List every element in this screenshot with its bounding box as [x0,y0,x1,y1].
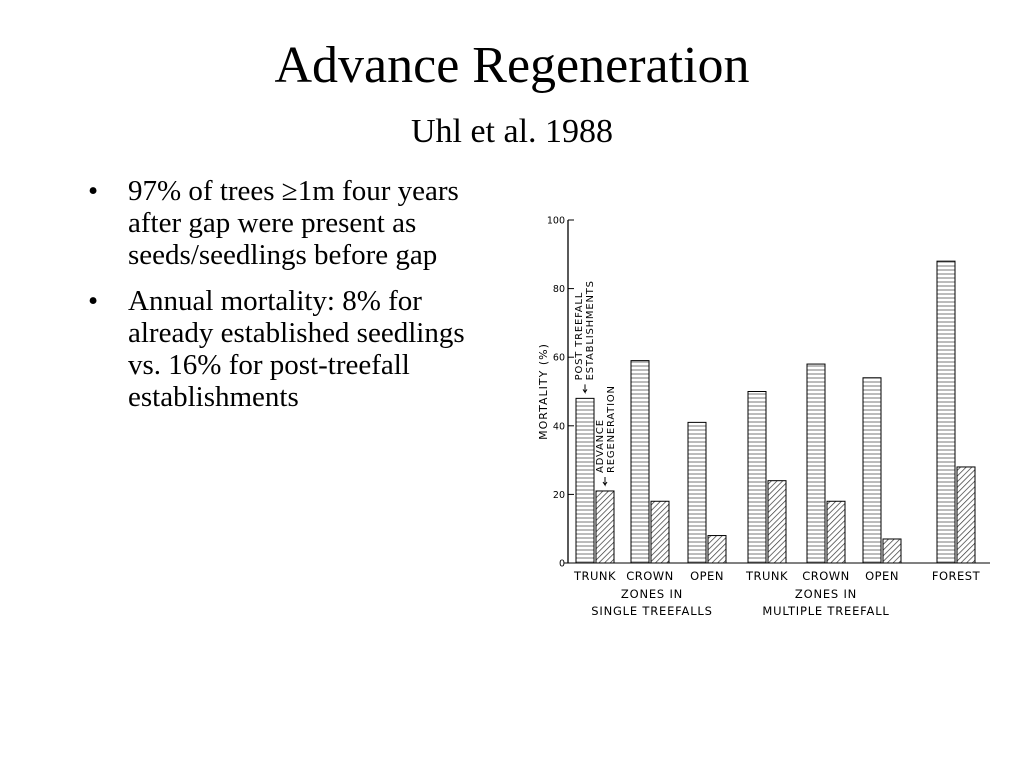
x-tick-label: OPEN [690,569,724,583]
y-tick-label: 20 [553,490,565,501]
bar-post-treefall [630,360,650,564]
bar-post-treefall [747,391,767,564]
bullet-item: • 97% of trees ≥1m four years after gap w… [84,175,504,271]
mortality-bar-chart: 0 20 40 60 80 100 MORTALITY (%) TRUNK CROWN OPEN T… [537,216,990,618]
x-tick-label: CROWN [802,569,850,583]
bar-advance-regeneration [826,500,846,564]
bar-advance-regeneration [650,500,670,564]
x-tick-label: FOREST [932,569,981,583]
bar-advance-regeneration [595,490,615,564]
x-tick-label: TRUNK [573,569,616,583]
bar-advance-regeneration [956,466,976,564]
y-tick-label: 100 [547,216,565,227]
bullet-dot-icon: • [88,175,99,207]
annotation-advance-line1: ADVANCE [595,419,606,473]
arrow-icon [582,384,588,395]
bullet-list: • 97% of trees ≥1m four years after gap w… [84,175,504,427]
x-tick-label: TRUNK [745,569,788,583]
bar-post-treefall [575,397,595,564]
y-tick-label: 80 [553,284,565,295]
bar-advance-regeneration [882,538,902,564]
x-tick-label: CROWN [626,569,674,583]
bar-post-treefall [862,377,882,564]
annotation-post-treefall-line2: ESTABLISHMENTS [585,280,596,380]
slide-title: Advance Regeneration [274,37,750,94]
annotation-post-treefall-line1: POST TREEFALL [574,292,585,380]
bullet-text: Annual mortality: 8% for already establi… [128,285,465,413]
y-tick-label: 40 [553,421,565,432]
bar-advance-regeneration [767,480,787,564]
group-label-line1: ZONES IN [795,587,857,601]
group-label-line1: ZONES IN [621,587,683,601]
bar-post-treefall [687,421,707,564]
group-label-line2: SINGLE TREEFALLS [591,604,712,618]
x-tick-label: OPEN [865,569,899,583]
y-tick-label: 0 [559,559,565,570]
bar-post-treefall [806,363,826,564]
y-axis-label: MORTALITY (%) [537,343,550,440]
annotation-advance-line2: REGENERATION [606,385,617,473]
bullet-text: 97% of trees ≥1m four years after gap we… [128,175,459,271]
arrow-icon [602,476,608,487]
bullet-dot-icon: • [88,285,99,317]
y-tick-label: 60 [553,353,565,364]
group-label-line2: MULTIPLE TREEFALL [762,604,889,618]
slide-subtitle: Uhl et al. 1988 [410,113,614,150]
bullet-item: • Annual mortality: 8% for already establ… [84,285,504,413]
bar-post-treefall [936,260,956,564]
bar-advance-regeneration [707,535,727,564]
